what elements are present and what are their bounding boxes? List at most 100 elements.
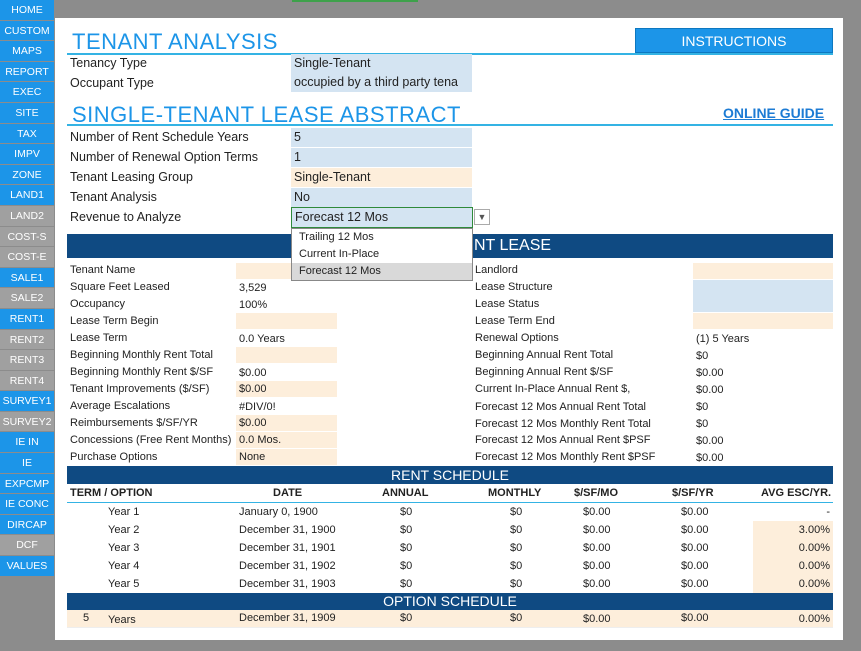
occupancy-value: 100% [239, 299, 268, 311]
nav-survey1[interactable]: SURVEY1 [0, 391, 54, 412]
nav-dircap[interactable]: DIRCAP [0, 514, 54, 536]
beg-monthly-rent-field[interactable] [236, 347, 337, 363]
renewal-terms-field[interactable]: 1 [291, 148, 472, 167]
nav-cost-s[interactable]: COST-S [0, 226, 54, 248]
nav-rent3[interactable]: RENT3 [0, 350, 54, 371]
col-date: DATE [273, 487, 303, 499]
ti-field[interactable]: $0.00 [236, 381, 337, 397]
nav-rent4[interactable]: RENT4 [0, 370, 54, 392]
lease-term-label: Lease Term [70, 332, 128, 344]
instructions-button[interactable]: INSTRUCTIONS [635, 28, 833, 53]
nav-maps[interactable]: MAPS [0, 41, 54, 62]
esc-field[interactable]: 3.00% [753, 521, 833, 539]
revenue-label: Revenue to Analyze [70, 210, 182, 224]
nav-tax[interactable]: TAX [0, 123, 54, 145]
sf-yr-cell: $0.00 [681, 560, 709, 572]
lease-status-field[interactable] [693, 296, 833, 312]
option-schedule-band: OPTION SCHEDULE [67, 593, 833, 610]
beg-monthly-rent-sf-value: $0.00 [239, 367, 267, 379]
avg-escalations-value: #DIV/0! [239, 401, 276, 413]
option-monthly: $0 [510, 612, 523, 624]
annual-cell: $0 [400, 506, 413, 518]
chevron-down-icon[interactable]: ▼ [474, 209, 490, 225]
nav-custom[interactable]: CUSTOM [0, 20, 54, 42]
renewal-options-label: Renewal Options [475, 332, 559, 344]
nav-values[interactable]: VALUES [0, 556, 54, 577]
term-cell: Year 1 [108, 506, 140, 518]
monthly-cell: $0 [510, 578, 523, 590]
sf-mo-cell: $0.00 [583, 542, 611, 554]
option-years-field[interactable]: 5 [83, 612, 90, 624]
lease-term-begin-label: Lease Term Begin [70, 315, 159, 327]
beg-monthly-rent-sf-label: Beginning Monthly Rent $/SF [70, 366, 214, 378]
concessions-field[interactable]: 0.0 Mos. [236, 432, 337, 448]
col-sf-mo: $/SF/MO [574, 487, 619, 499]
lease-term-end-field[interactable] [693, 313, 833, 329]
sidebar-nav: HOME CUSTOM MAPS REPORT EXEC SITE TAX IM… [0, 0, 54, 577]
monthly-cell: $0 [510, 524, 523, 536]
revenue-dropdown: Trailing 12 Mos Current In-Place Forecas… [291, 228, 473, 281]
ti-label: Tenant Improvements ($/SF) [70, 383, 210, 395]
date-cell: December 31, 1900 [239, 524, 336, 536]
nav-dcf[interactable]: DCF [0, 535, 54, 557]
date-cell: December 31, 1903 [239, 578, 336, 590]
tenancy-type-field[interactable]: Single-Tenant [291, 54, 472, 73]
nav-site[interactable]: SITE [0, 102, 54, 124]
tenant-analysis-title: TENANT ANALYSIS [72, 29, 278, 54]
esc-field[interactable]: 0.00% [753, 575, 833, 593]
online-guide-link[interactable]: ONLINE GUIDE [723, 105, 825, 121]
occupant-type-field[interactable]: occupied by a third party tena [291, 73, 472, 92]
nav-impv[interactable]: IMPV [0, 144, 54, 165]
col-annual: ANNUAL [382, 487, 429, 499]
nav-rent2[interactable]: RENT2 [0, 329, 54, 351]
tenant-analysis-field[interactable]: No [291, 188, 472, 207]
revenue-select[interactable]: Forecast 12 Mos [291, 207, 473, 228]
monthly-cell: $0 [510, 506, 523, 518]
reimbursements-field[interactable]: $0.00 [236, 415, 337, 431]
nav-survey2[interactable]: SURVEY2 [0, 411, 54, 433]
nav-zone[interactable]: ZONE [0, 164, 54, 186]
lease-structure-field[interactable] [693, 280, 833, 296]
leasing-group-field[interactable]: Single-Tenant [291, 168, 472, 187]
tenancy-type-label: Tenancy Type [70, 56, 147, 70]
esc-field[interactable]: 0.00% [753, 539, 833, 557]
option-esc[interactable]: 0.00% [798, 613, 830, 625]
nav-sale1[interactable]: SALE1 [0, 267, 54, 289]
nav-ie-in[interactable]: IE IN [0, 432, 54, 454]
esc-field[interactable]: 0.00% [753, 557, 833, 575]
divider [67, 124, 833, 126]
nav-report[interactable]: REPORT [0, 61, 54, 83]
reimbursements-label: Reimbursements $/SF/YR [70, 417, 198, 429]
rent-schedule-years-field[interactable]: 5 [291, 128, 472, 147]
nav-rent1[interactable]: RENT1 [0, 308, 54, 330]
beg-annual-rent-label: Beginning Annual Rent Total [475, 349, 614, 361]
forecast-monthly-total-label: Forecast 12 Mos Monthly Rent Total [475, 418, 651, 430]
landlord-field[interactable] [693, 263, 833, 279]
tenant-analysis-label: Tenant Analysis [70, 190, 157, 204]
annual-cell: $0 [400, 542, 413, 554]
nav-land1[interactable]: LAND1 [0, 185, 54, 206]
term-cell: Year 3 [108, 542, 140, 554]
dropdown-option-forecast[interactable]: Forecast 12 Mos [292, 263, 472, 280]
lease-term-end-label: Lease Term End [475, 315, 555, 327]
sf-yr-cell: $0.00 [681, 506, 709, 518]
nav-ie[interactable]: IE [0, 453, 54, 474]
option-annual: $0 [400, 612, 413, 624]
sf-leased-value: 3,529 [239, 282, 267, 294]
lease-term-begin-field[interactable] [236, 313, 337, 329]
sf-mo-cell: $0.00 [583, 578, 611, 590]
nav-land2[interactable]: LAND2 [0, 205, 54, 227]
dropdown-option-trailing[interactable]: Trailing 12 Mos [299, 231, 374, 243]
lease-abstract-title: SINGLE-TENANT LEASE ABSTRACT [72, 102, 461, 127]
purchase-options-field[interactable]: None [236, 449, 337, 465]
nav-sale2[interactable]: SALE2 [0, 288, 54, 309]
spreadsheet: TENANT ANALYSIS INSTRUCTIONS Tenancy Typ… [55, 18, 843, 640]
nav-ie-conc[interactable]: IE CONC [0, 494, 54, 515]
nav-cost-e[interactable]: COST-E [0, 247, 54, 268]
nav-expcmp[interactable]: EXPCMP [0, 473, 54, 495]
nav-home[interactable]: HOME [0, 0, 54, 21]
nav-exec[interactable]: EXEC [0, 82, 54, 103]
forecast-annual-psf-value: $0.00 [696, 435, 724, 447]
dropdown-option-current[interactable]: Current In-Place [299, 248, 380, 260]
annual-cell: $0 [400, 524, 413, 536]
